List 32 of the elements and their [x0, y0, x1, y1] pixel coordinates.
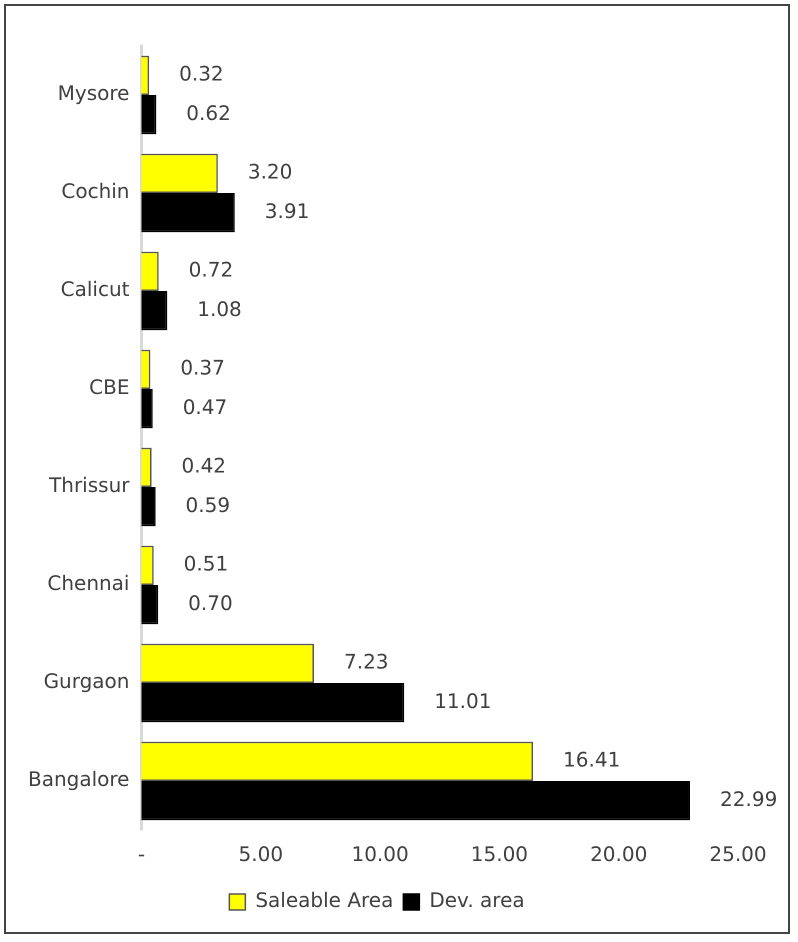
data-label: 1.08: [197, 296, 242, 321]
data-label: 0.47: [182, 394, 228, 419]
data-label: 16.41: [563, 748, 620, 772]
data-label: 3.91: [264, 198, 310, 223]
y-tick-label: Cochin: [61, 179, 130, 204]
data-label: 0.70: [188, 590, 233, 615]
y-tick-label: Mysore: [58, 81, 130, 106]
legend-label: Saleable Area: [255, 888, 394, 912]
y-tick-label: Chennai: [47, 571, 130, 596]
x-tick-label: 20.00: [590, 842, 648, 866]
x-tick-label: 10.00: [351, 842, 409, 866]
data-label: 0.72: [188, 258, 234, 282]
y-tick-label: Gurgaon: [44, 669, 130, 694]
y-tick-label: Bangalore: [28, 767, 130, 792]
x-tick-label: 5.00: [238, 842, 284, 866]
data-label: 0.42: [182, 454, 226, 478]
data-label: 0.37: [180, 356, 225, 380]
data-label: 11.01: [434, 688, 492, 713]
data-label: 7.23: [344, 650, 389, 674]
y-tick-label: Calicut: [60, 277, 130, 302]
data-label: 0.59: [186, 492, 230, 517]
x-tick-label: -: [138, 842, 146, 866]
x-tick-label: 25.00: [709, 842, 767, 866]
y-tick-label: Thrissur: [48, 473, 130, 498]
data-label: 0.32: [179, 62, 224, 86]
data-label: 22.99: [720, 786, 778, 811]
data-label: 0.51: [184, 552, 228, 576]
legend-label: Dev. area: [429, 888, 525, 912]
data-label: 3.20: [248, 160, 292, 184]
y-tick-label: CBE: [89, 375, 130, 400]
x-tick-label: 15.00: [470, 842, 528, 866]
data-label: 0.62: [186, 100, 231, 125]
